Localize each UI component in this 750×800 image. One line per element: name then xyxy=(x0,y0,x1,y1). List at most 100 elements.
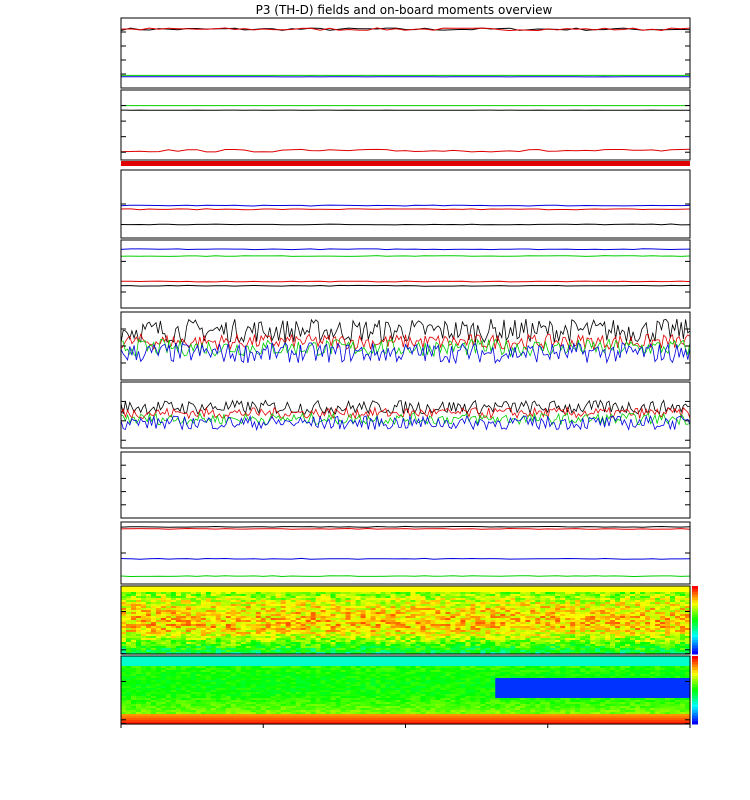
heatmap-cell xyxy=(136,650,142,653)
heatmap-cell xyxy=(165,636,172,639)
heatmap-cell xyxy=(146,720,152,723)
heatmap-cell xyxy=(635,586,641,589)
heatmap-cell xyxy=(570,640,576,643)
heatmap-cell xyxy=(146,592,152,595)
heatmap-cell xyxy=(205,712,212,715)
heatmap-cell xyxy=(141,600,147,603)
heatmap-cell xyxy=(405,644,412,647)
heatmap-cell xyxy=(141,618,147,621)
heatmap-cell xyxy=(475,610,481,613)
heatmap-cell xyxy=(160,720,167,723)
heatmap-cell xyxy=(160,688,167,691)
heatmap-cell xyxy=(530,616,536,619)
heatmap-cell xyxy=(235,620,242,623)
heatmap-cell xyxy=(345,618,352,621)
heatmap-cell xyxy=(170,708,177,711)
heatmap-cell xyxy=(600,606,606,609)
heatmap-cell xyxy=(195,588,202,591)
heatmap-cell xyxy=(126,610,132,613)
heatmap-cell xyxy=(550,648,556,651)
heatmap-cell xyxy=(410,598,417,601)
heatmap-cell xyxy=(505,640,511,643)
heatmap-cell xyxy=(515,642,521,645)
heatmap-cell xyxy=(235,634,242,637)
heatmap-cell xyxy=(245,606,252,609)
series-Pb xyxy=(120,527,691,530)
heatmap-cell xyxy=(175,706,182,709)
heatmap-cell xyxy=(340,612,347,615)
heatmap-cell xyxy=(150,636,157,639)
heatmap-cell xyxy=(660,636,666,639)
heatmap-cell xyxy=(410,630,417,633)
heatmap-cell xyxy=(190,684,197,687)
heatmap-cell xyxy=(585,608,591,611)
heatmap-cell xyxy=(121,674,127,677)
series-Ni xyxy=(120,223,691,226)
heatmap-cell xyxy=(205,616,212,619)
heatmap-cell xyxy=(570,622,576,625)
heatmap-cell xyxy=(205,640,212,643)
heatmap-cell xyxy=(305,634,312,637)
heatmap-cell xyxy=(255,610,262,613)
heatmap-cell xyxy=(515,610,521,613)
heatmap-cell xyxy=(455,616,461,619)
heatmap-cell xyxy=(660,642,666,645)
heatmap-cell xyxy=(230,624,237,627)
heatmap-cell xyxy=(325,638,332,641)
heatmap-cell xyxy=(290,590,297,593)
heatmap-cell xyxy=(190,648,197,651)
heatmap-cell xyxy=(235,608,242,611)
heatmap-cell xyxy=(195,592,202,595)
heatmap-cell xyxy=(485,620,491,623)
heatmap-cell xyxy=(141,592,147,595)
heatmap-cell xyxy=(470,598,476,601)
heatmap-cell xyxy=(410,624,417,627)
heatmap-cell xyxy=(445,646,451,649)
heatmap-cell xyxy=(515,602,521,605)
heatmap-cell xyxy=(525,612,531,615)
heatmap-cell xyxy=(685,626,691,629)
heatmap-cell xyxy=(435,610,441,613)
heatmap-cell xyxy=(640,606,646,609)
heatmap-cell xyxy=(385,644,392,647)
heatmap-cell xyxy=(121,688,127,691)
heatmap-cell xyxy=(121,640,127,643)
heatmap-cell xyxy=(475,624,481,627)
heatmap-cell xyxy=(136,596,142,599)
heatmap-cell xyxy=(315,620,322,623)
heatmap-cell xyxy=(675,622,681,625)
heatmap-cell xyxy=(210,608,217,611)
heatmap-cell xyxy=(180,706,187,709)
heatmap-cell xyxy=(580,614,586,617)
heatmap-cell xyxy=(375,586,382,589)
heatmap-cell xyxy=(560,616,566,619)
heatmap-cell xyxy=(665,602,671,605)
heatmap-cell xyxy=(126,670,132,673)
heatmap-cell xyxy=(670,650,676,653)
heatmap-cell xyxy=(121,664,127,667)
heatmap-cell xyxy=(185,622,192,625)
heatmap-cell xyxy=(185,718,192,721)
heatmap-cell xyxy=(405,594,412,597)
heatmap-cell xyxy=(295,632,302,635)
heatmap-cell xyxy=(160,618,167,621)
heatmap-cell xyxy=(335,606,342,609)
heatmap-cell xyxy=(590,634,596,637)
heatmap-cell xyxy=(375,636,382,639)
heatmap-cell xyxy=(575,590,581,593)
heatmap-cell xyxy=(590,638,596,641)
heatmap-cell xyxy=(305,592,312,595)
heatmap-cell xyxy=(280,636,287,639)
heatmap-cell xyxy=(195,698,202,701)
heatmap-cell xyxy=(220,650,227,653)
heatmap-cell xyxy=(225,638,232,641)
heatmap-cell xyxy=(260,648,267,651)
heatmap-cell xyxy=(280,638,287,641)
heatmap-cell xyxy=(415,606,422,609)
heatmap-cell xyxy=(520,616,526,619)
heatmap-cell xyxy=(270,634,277,637)
heatmap-cell xyxy=(160,680,167,683)
heatmap-cell xyxy=(220,648,227,651)
heatmap-cell xyxy=(490,642,496,645)
heatmap-cell xyxy=(400,602,407,605)
